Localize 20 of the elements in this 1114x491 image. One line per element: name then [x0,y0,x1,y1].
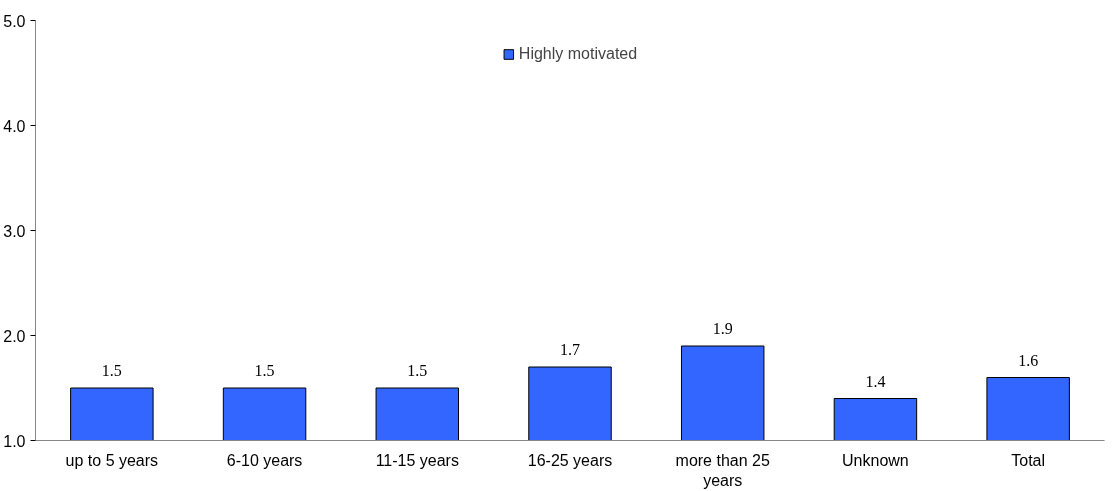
data-label: 1.5 [407,362,428,379]
y-tick-label: 4.0 [3,117,26,135]
x-tick-label: 6-10 years [226,451,303,469]
y-tick-label: 5.0 [3,12,26,30]
data-label: 1.4 [865,372,886,390]
x-tick-label: 11-15 years [375,451,459,469]
data-label: 1.5 [101,362,122,379]
x-tick-label: more than 25 years [675,451,770,489]
data-label: 1.9 [712,320,733,337]
x-tick-label: Total [1011,451,1046,469]
data-label: 1.7 [560,341,580,358]
y-tick-label: 1.0 [3,432,26,450]
data-label: 1.5 [254,362,275,379]
x-tick-label: Unknown [842,451,909,469]
data-label: 1.6 [1018,351,1039,369]
x-tick-label: up to 5 years [65,451,159,469]
x-tick-label: 16-25 years [527,451,613,469]
legend-label: Highly motivated [518,45,638,63]
y-tick-label: 2.0 [3,327,26,345]
y-tick-label: 3.0 [3,222,26,240]
